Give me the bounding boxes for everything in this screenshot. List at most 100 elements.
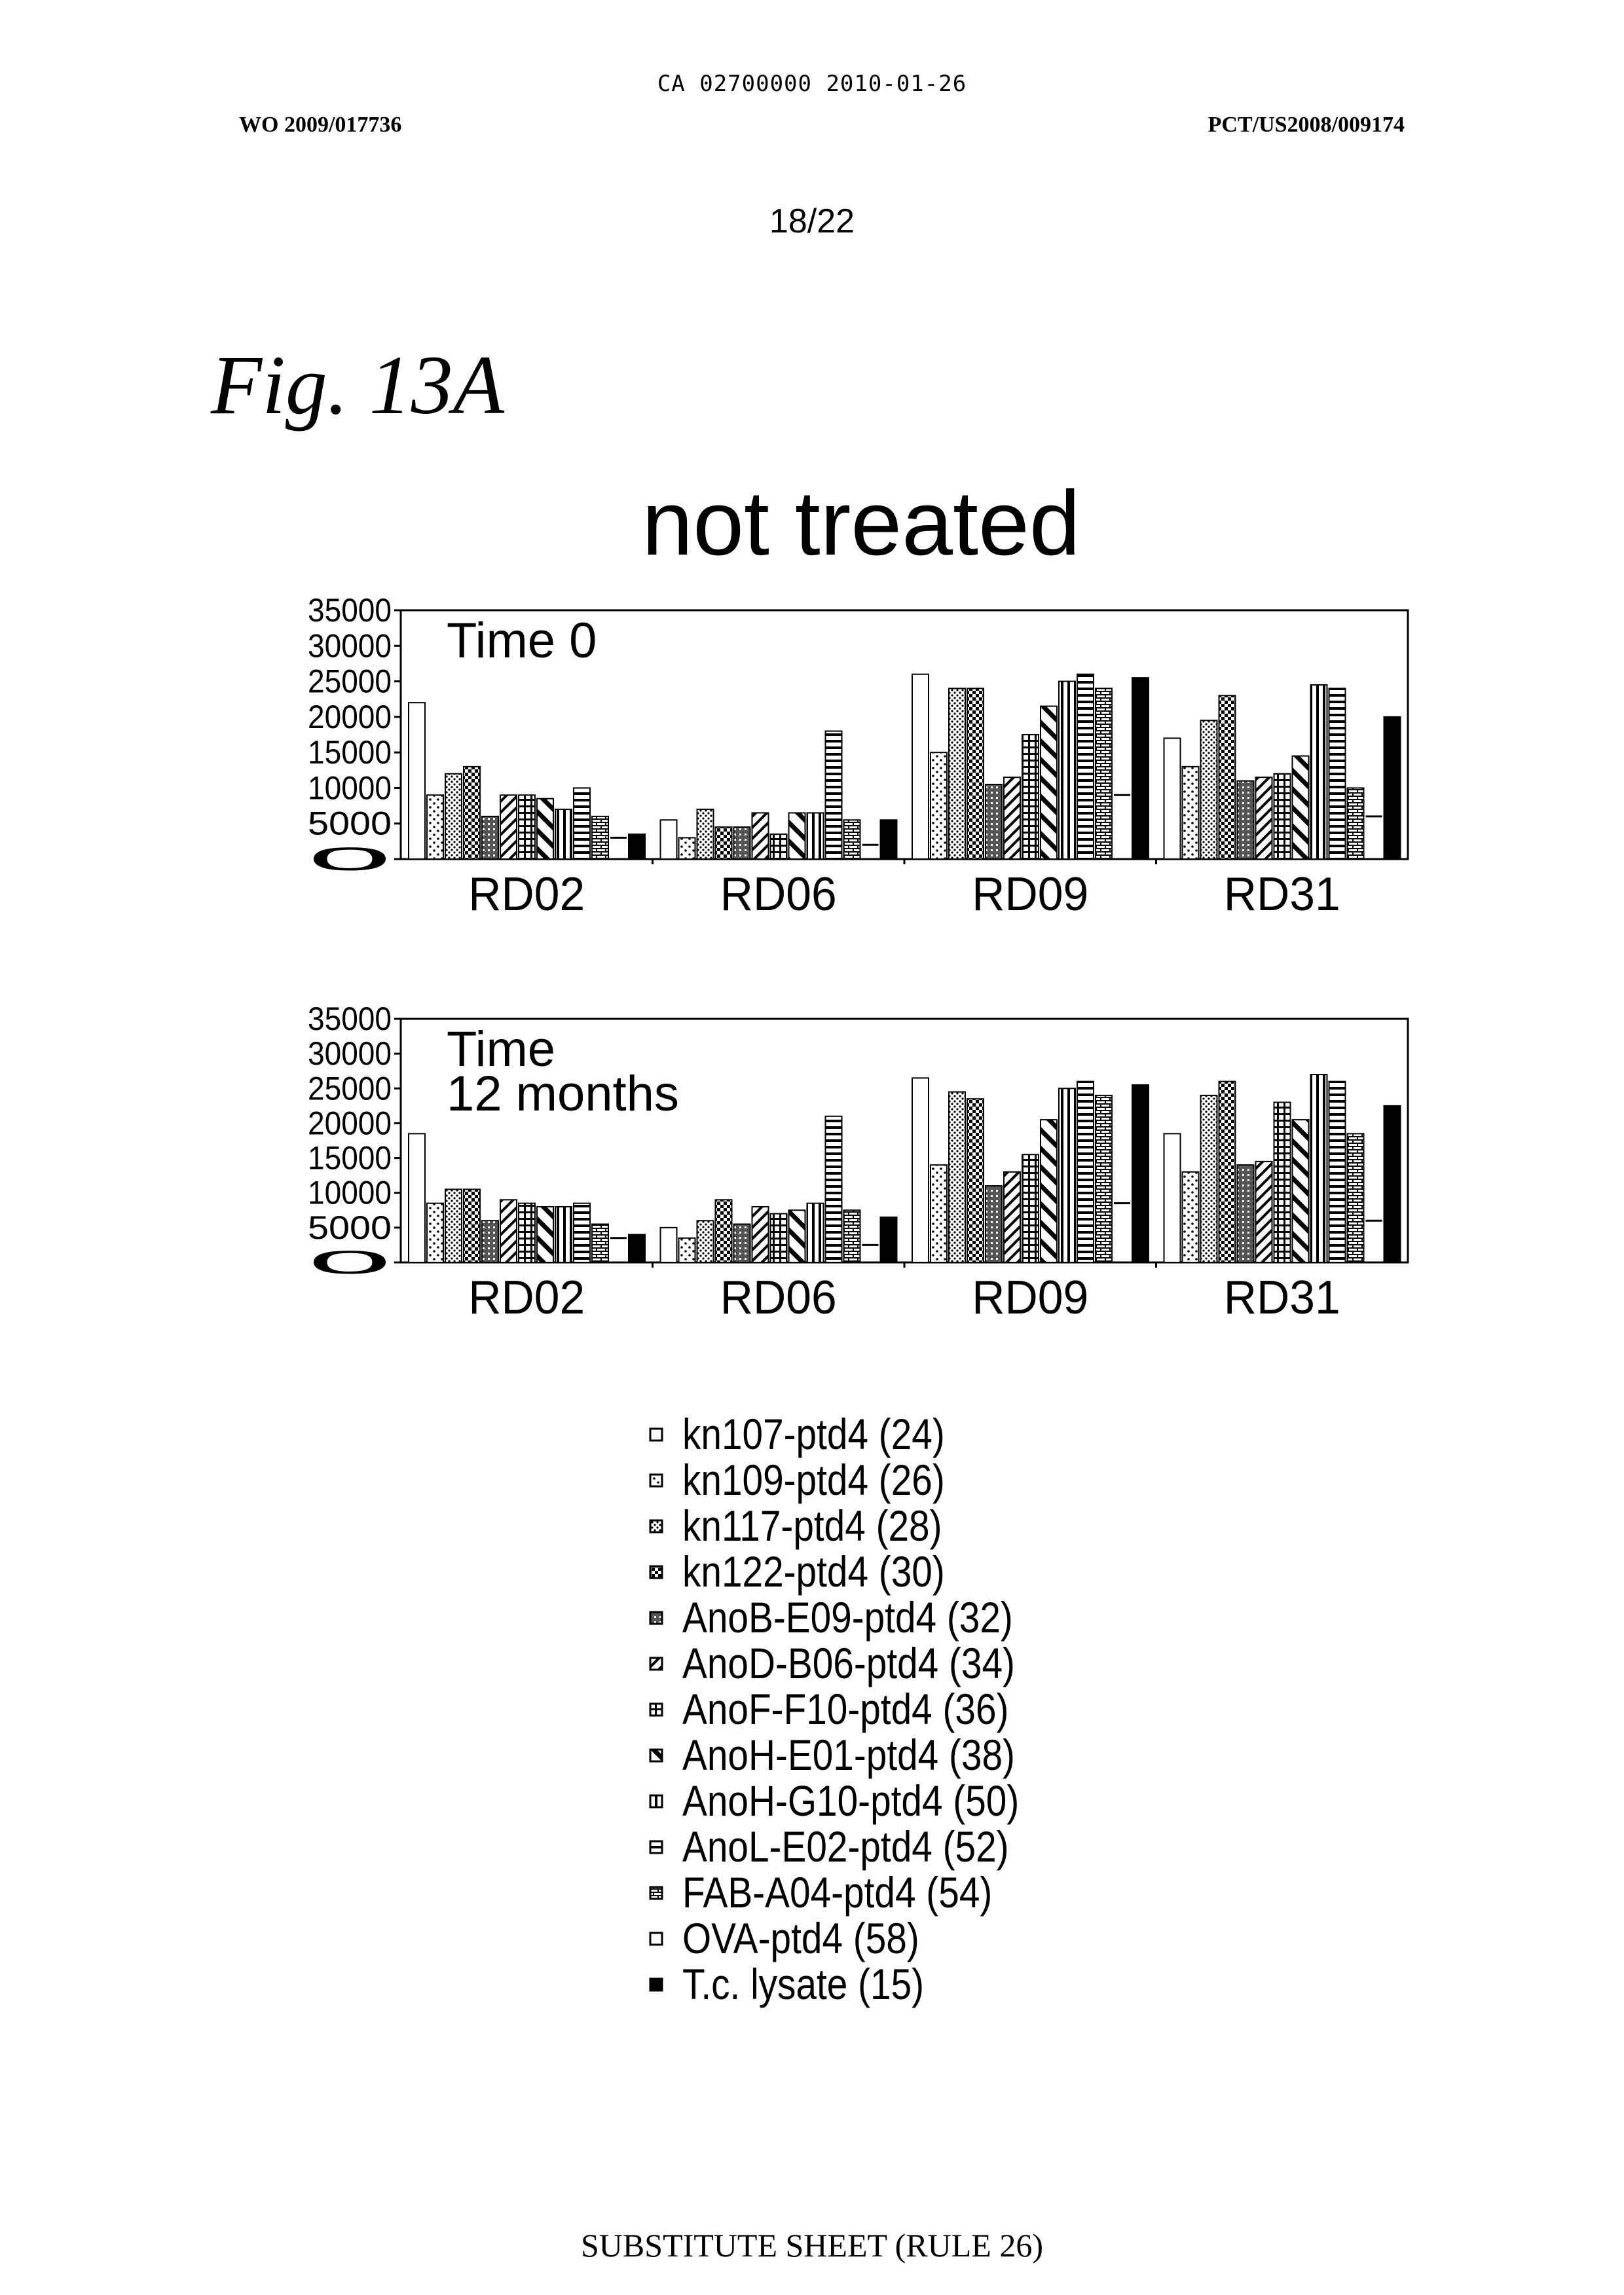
bar [445, 774, 462, 859]
legend-label: kn107-ptd4 (24) [682, 1411, 945, 1457]
bar [482, 1221, 498, 1262]
bar [427, 1203, 443, 1262]
bar [1004, 777, 1020, 859]
bar [789, 813, 805, 859]
bar [986, 784, 1002, 859]
diagonal-square-icon [648, 1656, 664, 1672]
bar [826, 731, 842, 859]
bar [409, 703, 425, 859]
x-category-label: RD02 [468, 1272, 585, 1324]
bar [409, 1133, 425, 1262]
y-tick-label: 15000 [308, 734, 392, 771]
chart-panel-0: 35000300002500020000150001000050000Time … [308, 592, 1408, 921]
bar [592, 817, 608, 859]
bar [1274, 1103, 1291, 1262]
bar [912, 1078, 929, 1262]
legend-label: AnoF-F10-ptd4 (36) [682, 1686, 1008, 1732]
legend-label: kn117-ptd4 (28) [682, 1503, 942, 1549]
bar [574, 1203, 590, 1262]
bar [1201, 1095, 1217, 1262]
bar [1348, 1133, 1364, 1262]
y-tick-label: 35000 [308, 1001, 392, 1037]
bar [537, 799, 553, 859]
bar [1384, 1106, 1401, 1262]
bar [1238, 781, 1254, 859]
y-tick-label: 0 [308, 841, 392, 877]
bar [1293, 1120, 1309, 1262]
x-category-label: RD31 [1224, 1272, 1340, 1324]
bar [464, 767, 480, 859]
x-category-label: RD06 [720, 868, 837, 921]
horizontal-stripe-square-icon [648, 1839, 664, 1855]
bar [592, 1224, 608, 1262]
bar [1274, 774, 1291, 859]
bar [500, 1200, 517, 1262]
bar [1256, 777, 1272, 859]
dotted-square-icon [648, 1473, 664, 1488]
bar [482, 817, 498, 859]
open-square-icon [648, 1931, 664, 1947]
bar [826, 1116, 842, 1262]
bar [574, 788, 590, 859]
y-tick-label: 0 [308, 1244, 392, 1281]
bar [912, 674, 929, 859]
x-category-label: RD02 [468, 868, 585, 921]
bar [1164, 738, 1181, 859]
legend-label: OVA-ptd4 (58) [682, 1915, 919, 1961]
chart-title: Time 0 [447, 613, 597, 669]
bar [931, 1165, 947, 1262]
bar [1311, 1074, 1327, 1262]
legend-label: AnoH-E01-ptd4 (38) [682, 1732, 1015, 1778]
bar [1183, 767, 1199, 859]
bar [519, 1203, 535, 1262]
bar [1132, 678, 1149, 859]
y-tick-label: 20000 [308, 699, 392, 735]
bar [771, 1214, 787, 1262]
bar [1077, 1082, 1094, 1262]
legend-label: FAB-A04-ptd4 (54) [682, 1869, 992, 1915]
bar [844, 820, 860, 859]
bar [1384, 717, 1401, 859]
bar [1293, 756, 1309, 859]
bar [1164, 1133, 1181, 1262]
vertical-stripe-square-icon [648, 1793, 664, 1809]
bar [734, 827, 750, 859]
x-category-label: RD09 [972, 1272, 1088, 1324]
bar [519, 795, 535, 859]
bar [661, 1228, 677, 1262]
solid-square-icon [648, 1977, 664, 1992]
bar [931, 752, 947, 859]
bar [629, 834, 645, 859]
y-tick-label: 35000 [308, 592, 392, 629]
bar [1004, 1172, 1020, 1262]
y-tick-label: 20000 [308, 1105, 392, 1141]
bar [445, 1189, 462, 1262]
x-category-label: RD09 [972, 868, 1088, 921]
checkered-square-icon [648, 1564, 664, 1580]
bar [1219, 1082, 1236, 1262]
bar [1041, 1120, 1057, 1262]
bar [464, 1189, 480, 1262]
bar [1348, 788, 1364, 859]
bar [789, 1210, 805, 1262]
bar [1059, 1088, 1075, 1262]
bar [1041, 707, 1057, 859]
legend-label: T.c. lysate (15) [682, 1961, 924, 2007]
bar [1329, 688, 1346, 859]
bar [1096, 1095, 1112, 1262]
bar [679, 837, 695, 859]
bar [967, 1099, 984, 1262]
dark-grid-square-icon [648, 1610, 664, 1626]
bar [500, 795, 517, 859]
y-tick-label: 15000 [308, 1140, 392, 1177]
bar [1132, 1085, 1149, 1262]
bar [1096, 688, 1112, 859]
bar [697, 1221, 714, 1262]
bar [1238, 1165, 1254, 1262]
x-category-label: RD06 [720, 1272, 837, 1324]
legend-label: AnoD-B06-ptd4 (34) [682, 1640, 1015, 1686]
bar [679, 1238, 695, 1262]
dense-dotted-square-icon [648, 1518, 664, 1534]
y-tick-label: 30000 [308, 1035, 392, 1072]
cross-hatch-square-icon [648, 1702, 664, 1717]
